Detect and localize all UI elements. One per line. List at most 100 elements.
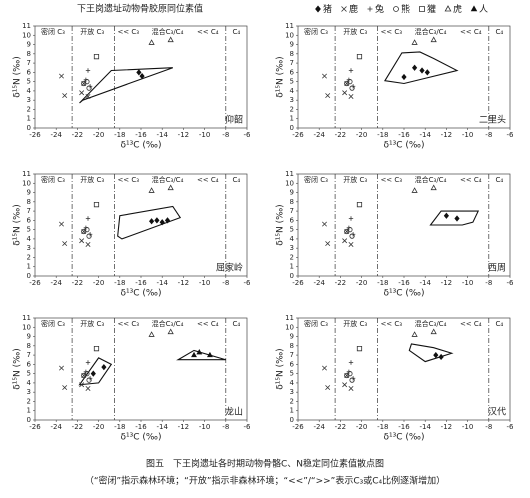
x-tick-label: -12 [178, 423, 189, 431]
x-tick-label: -24 [313, 423, 325, 431]
x-tick-label: -20 [356, 131, 367, 139]
group-outline [176, 349, 226, 361]
legend-marker [444, 5, 452, 12]
y-tick-label: 3 [290, 388, 294, 396]
y-tick-label: 9 [27, 41, 31, 49]
y-tick-label: 7 [27, 351, 31, 359]
y-tick-label: 3 [27, 388, 31, 396]
data-point [401, 73, 407, 81]
y-tick-label: 8 [27, 198, 31, 206]
zone-label: 密闭 C₃ [41, 319, 65, 328]
period-label: 屈家岭 [216, 262, 243, 274]
y-tick-label: 10 [285, 179, 294, 187]
data-point [85, 93, 91, 99]
x-tick-label: -20 [93, 131, 104, 139]
y-tick-label: 1 [290, 115, 294, 123]
data-point [411, 39, 418, 45]
data-point [344, 372, 350, 379]
y-tick-label: 9 [290, 333, 294, 341]
y-tick-label: 6 [27, 360, 32, 368]
zone-label: 开放 C₃ [80, 175, 104, 184]
data-point [348, 68, 354, 73]
x-tick-label: -18 [114, 279, 125, 287]
data-point [167, 36, 174, 43]
y-tick-label: 9 [27, 189, 31, 197]
data-point [191, 351, 197, 358]
x-tick-label: -6 [507, 131, 515, 139]
y-tick-label: 9 [27, 333, 31, 341]
x-tick-label: -20 [93, 423, 104, 431]
data-point [433, 351, 439, 359]
data-point [349, 233, 355, 239]
x-tick-label: -26 [29, 279, 41, 287]
x-tick-label: -10 [199, 279, 210, 287]
data-point [154, 217, 160, 224]
x-tick-label: -14 [156, 131, 168, 139]
data-point [342, 238, 348, 244]
zone-label: 密闭 C₃ [41, 27, 65, 36]
y-tick-label: 11 [22, 22, 31, 30]
group-outline [78, 357, 113, 386]
data-point [348, 385, 354, 391]
zone-label: 密闭 C₃ [304, 175, 328, 184]
data-point [148, 187, 155, 193]
legend-label: 熊 [401, 3, 410, 15]
caption: 图五 下王岗遗址各时期动物骨骼C、N稳定同位素值散点图 [146, 458, 384, 470]
x-tick-label: -12 [441, 279, 452, 287]
x-tick-label: -16 [135, 279, 147, 287]
data-point [62, 385, 68, 391]
x-tick-label: -22 [72, 423, 83, 431]
y-tick-label: 6 [290, 360, 295, 368]
x-tick-label: -6 [244, 131, 252, 139]
zone-label: 混合C₃/C₄ [415, 27, 447, 36]
legend-marker [367, 6, 373, 12]
legend-label: 猪 [323, 3, 332, 15]
x-tick-label: -14 [156, 423, 168, 431]
y-tick-label: 4 [290, 379, 295, 387]
x-tick-label: -18 [377, 279, 388, 287]
data-point [62, 93, 68, 99]
x-tick-label: -18 [377, 423, 388, 431]
y-tick-label: 10 [285, 323, 294, 331]
plot-frame [297, 317, 511, 421]
zone-label: << C₄ [460, 176, 482, 184]
data-point [85, 360, 91, 365]
y-tick-label: 2 [290, 105, 294, 113]
zone-label: 开放 C₃ [343, 319, 367, 328]
x-tick-label: -6 [244, 279, 252, 287]
legend-marker [315, 5, 321, 13]
x-tick-label: -8 [485, 423, 492, 431]
y-tick-label: 8 [290, 50, 294, 58]
data-point [159, 219, 165, 226]
data-point [430, 36, 437, 43]
zone-label: << C₄ [197, 176, 219, 184]
y-tick-label: 5 [290, 78, 294, 86]
zone-label: << C₃ [380, 176, 402, 184]
period-label: 二里头 [479, 115, 506, 126]
x-axis-label: δ¹³C (‰) [384, 433, 425, 443]
x-tick-label: -6 [507, 279, 515, 287]
y-tick-label: 11 [285, 22, 294, 30]
data-point [136, 69, 142, 76]
legend-label: 鹿 [349, 3, 358, 15]
legend-marker [470, 5, 478, 12]
y-tick-label: 10 [22, 323, 31, 331]
y-tick-label: 1 [27, 115, 31, 123]
y-tick-label: 10 [22, 179, 31, 187]
data-point [342, 382, 348, 388]
x-axis-label: δ¹³C (‰) [384, 289, 425, 299]
zone-label: << C₄ [197, 28, 219, 36]
y-axis-label: δ¹⁵N (‰) [276, 56, 286, 97]
data-point [81, 372, 87, 379]
zone-label: 密闭 C₃ [304, 27, 328, 36]
data-point [164, 217, 171, 224]
data-point [90, 370, 96, 377]
zone-label: 混合C₃/C₄ [152, 175, 184, 184]
note: （“密闭”指示森林环境；“开放”指示非森林环境；“<<”/“>>”表示C₃或C₄… [85, 475, 445, 487]
x-tick-label: -22 [335, 131, 346, 139]
y-axis-label: δ¹⁵N (‰) [13, 56, 23, 97]
y-tick-label: 9 [290, 189, 294, 197]
x-tick-label: -14 [156, 279, 168, 287]
zone-label: 开放 C₃ [80, 27, 104, 36]
y-tick-label: 6 [27, 68, 32, 76]
